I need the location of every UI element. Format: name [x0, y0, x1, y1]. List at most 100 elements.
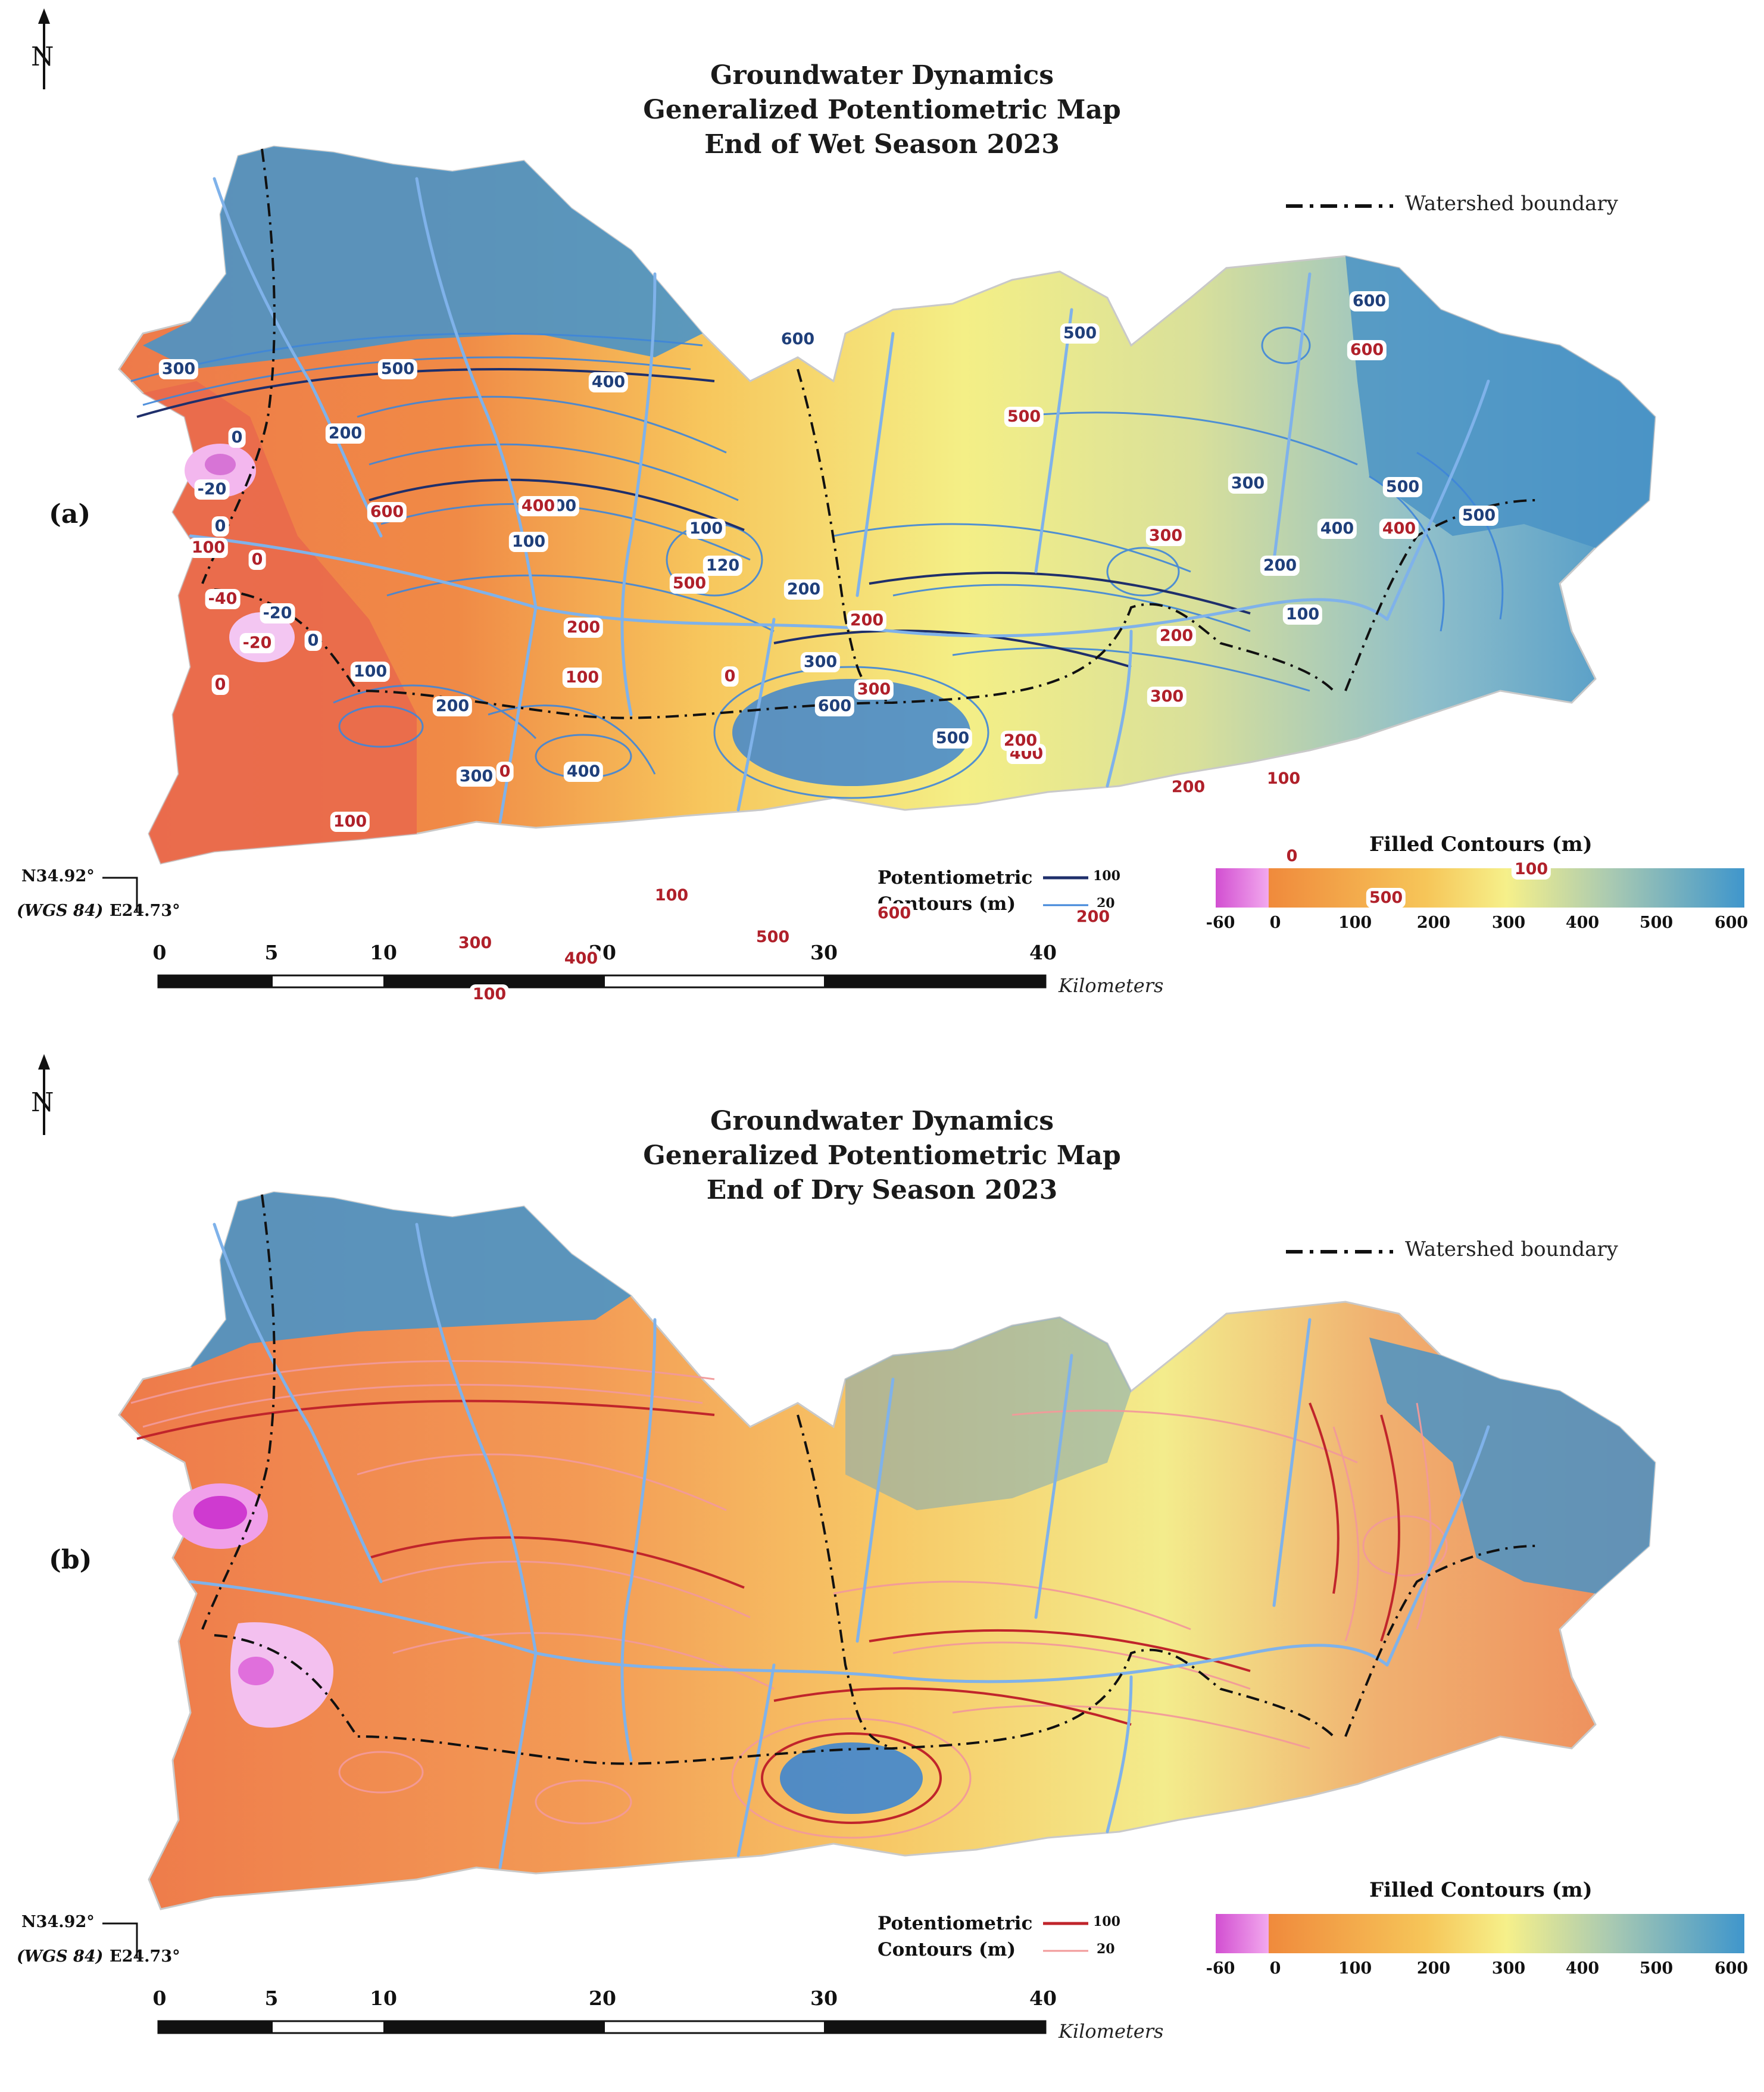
southern-high-zone	[780, 1742, 923, 1814]
scale-tick: 5	[264, 941, 279, 964]
ramp-tick: -60	[1206, 914, 1235, 932]
ramp-tick: 400	[1565, 914, 1600, 932]
contour-label: 100	[508, 532, 549, 552]
map-title: Groundwater Dynamics Generalized Potenti…	[0, 58, 1764, 162]
scale-tick: 0	[152, 941, 167, 964]
contour-label: 0	[228, 428, 246, 448]
contour-legend-title-2: Contours (m)	[878, 1939, 1016, 1960]
contour-label: -20	[260, 603, 295, 623]
contour-legend-title-1: Potentiometric	[878, 867, 1033, 888]
minor-contours	[130, 1360, 1448, 1839]
contour-legend-minor: 20	[1097, 1941, 1115, 1957]
contour-label: 600	[874, 903, 914, 924]
contour-label: 400	[1379, 519, 1419, 539]
scale-tick: 10	[370, 941, 397, 964]
ramp-tick: 300	[1491, 1959, 1526, 1978]
ramp-tick: 400	[1565, 1959, 1600, 1978]
contour-label: 200	[1156, 626, 1197, 646]
contour-legend-major: 100	[1093, 1914, 1120, 1929]
contour-label: 400	[588, 372, 629, 392]
southern-high-zone	[732, 679, 970, 786]
contour-label: 300	[455, 933, 495, 953]
north-label: N	[31, 42, 54, 72]
map-title-line-1: Groundwater Dynamics	[710, 1106, 1054, 1136]
contour-label: 100	[651, 886, 692, 906]
map-panel-wet-season: Groundwater Dynamics Generalized Potenti…	[0, 8, 1764, 997]
contour-label: 0	[496, 762, 514, 782]
eastern-high-zone	[1369, 1337, 1655, 1594]
coord-latitude: N34.92°	[21, 867, 95, 886]
depression-north-core	[193, 1496, 247, 1529]
contour-label: 200	[325, 423, 366, 444]
river-network	[189, 1223, 1490, 1869]
scale-unit: Kilometers	[1059, 2020, 1164, 2043]
map-title-line-2: Generalized Potentiometric Map	[643, 95, 1121, 125]
contour-label: 200	[847, 610, 887, 631]
contour-label: 200	[432, 696, 473, 716]
contour-label: 600	[1349, 291, 1390, 311]
contour-label: 0	[304, 631, 322, 651]
contour-legend-title-1: Potentiometric	[878, 1913, 1033, 1934]
contour-label: 400	[1317, 519, 1357, 539]
contour-label: -20	[239, 633, 275, 653]
contour-label: 300	[1145, 526, 1186, 546]
watershed-legend-label: Watershed boundary	[1405, 192, 1618, 216]
ramp-tick: 500	[1639, 1959, 1674, 1978]
contour-label: 500	[1382, 477, 1423, 497]
contour-label: 500	[1004, 407, 1044, 427]
ramp-tick: 600	[1714, 914, 1749, 932]
panel-label: (b)	[49, 1545, 92, 1575]
watershed-legend-label: Watershed boundary	[1405, 1237, 1618, 1261]
contour-label: 100	[188, 538, 229, 558]
contour-label: 100	[1511, 859, 1551, 880]
ramp-tick: -60	[1206, 1959, 1235, 1978]
major-contours	[136, 1399, 1400, 1824]
depression-north-core	[205, 454, 236, 475]
north-arrow-icon	[38, 8, 50, 89]
contour-label: 500	[932, 728, 973, 749]
contour-label: -40	[205, 589, 241, 609]
scale-tick: 40	[1029, 1987, 1057, 2010]
contour-label: 100	[330, 812, 370, 832]
contour-label: 0	[211, 675, 229, 695]
north-label: N	[31, 1087, 54, 1118]
contour-label: 100	[469, 984, 510, 1005]
potentiometric-map-dry	[38, 1054, 1744, 2034]
contour-label: 400	[518, 496, 558, 516]
contour-label: 500	[377, 359, 418, 379]
map-title-line-1: Groundwater Dynamics	[710, 60, 1054, 91]
coordinate-bracket	[102, 877, 138, 912]
northern-high-zone	[191, 1192, 631, 1367]
contour-label: 500	[1060, 323, 1100, 344]
contour-label: 500	[1459, 506, 1499, 526]
map-title-line-3: End of Dry Season 2023	[706, 1175, 1058, 1205]
ramp-tick: 100	[1338, 1959, 1372, 1978]
filled-contours-title: Filled Contours (m)	[1369, 1878, 1593, 1902]
central-high-zone	[845, 1317, 1131, 1510]
contour-label: 0	[1283, 846, 1301, 866]
contour-label: 500	[669, 573, 710, 594]
map-title: Groundwater Dynamics Generalized Potenti…	[0, 1104, 1764, 1208]
contour-label: 500	[753, 927, 793, 947]
filled-contour-ramp	[1216, 868, 1744, 908]
contour-label: 100	[686, 519, 726, 539]
coordinate-bracket	[102, 1922, 138, 1958]
ramp-tick: 200	[1416, 914, 1451, 932]
scale-tick: 5	[264, 1987, 279, 2010]
ramp-tick: 100	[1338, 914, 1372, 932]
contour-label: 600	[814, 696, 855, 716]
contour-label: 300	[800, 652, 841, 672]
filled-contour-ramp	[1216, 1914, 1744, 1953]
contour-label: 100	[562, 668, 602, 688]
scale-bar	[157, 2020, 1047, 2034]
contour-legend-major: 100	[1093, 868, 1120, 884]
contour-label: 120	[703, 556, 743, 576]
depression-south	[230, 1622, 333, 1728]
contour-label: 300	[1147, 687, 1187, 707]
north-arrow-icon	[38, 1054, 50, 1135]
watershed-boundary-lines	[201, 1194, 1537, 1765]
ramp-tick: 600	[1714, 1959, 1749, 1978]
map-title-line-3: End of Wet Season 2023	[704, 129, 1060, 160]
contour-label: 600	[778, 329, 818, 350]
contour-label: 600	[1347, 340, 1387, 360]
